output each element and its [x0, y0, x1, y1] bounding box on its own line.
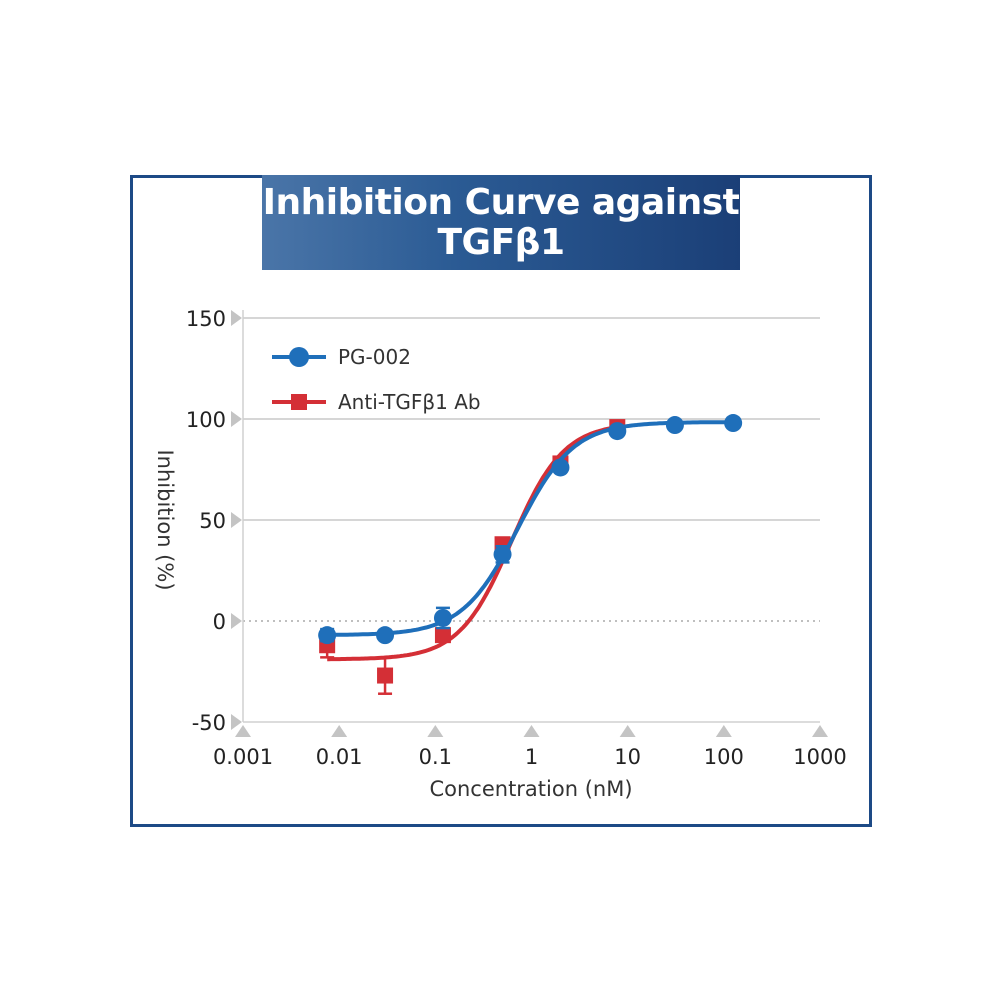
x-tick-arrow	[812, 725, 828, 737]
fit-curve	[327, 420, 734, 637]
x-tick-arrow	[619, 725, 636, 737]
grid-layer	[243, 317, 820, 622]
data-point	[434, 627, 451, 644]
legend-label: Anti-TGFβ1 Ab	[338, 390, 481, 414]
x-tick-arrow	[715, 725, 732, 737]
fit-curve	[327, 425, 618, 662]
y-tick-arrow	[231, 411, 242, 427]
data-point	[376, 626, 395, 645]
y-tick-label: 50	[199, 509, 226, 533]
data-point	[493, 545, 512, 564]
chart-title-line-2: TGFβ1	[437, 221, 565, 263]
chart-title-banner: Inhibition Curve against TGFβ1	[262, 175, 740, 270]
y-tick-label: 0	[213, 610, 226, 634]
y-axis-title: Inhibition (%)	[153, 449, 177, 590]
axis-layer: -50 0 50 100 150 0.001 0.01 0.1 1 10 100 1000	[186, 307, 847, 769]
x-tick-label: 1	[525, 745, 538, 769]
x-tick-arrow	[235, 725, 251, 737]
x-tick-label: 0.1	[419, 745, 452, 769]
chart-title-line-1: Inhibition Curve against	[262, 181, 740, 223]
y-tick-arrow	[231, 613, 242, 629]
y-tick-label: 100	[186, 408, 226, 432]
y-tick-arrow	[231, 714, 242, 730]
x-tick-label: 1000	[793, 745, 846, 769]
data-point	[377, 667, 394, 684]
series-layer	[318, 414, 743, 695]
legend-marker	[291, 394, 307, 410]
y-tick-arrow	[231, 512, 242, 528]
legend-item: Anti-TGFβ1 Ab	[272, 390, 481, 414]
x-tick-arrow	[523, 725, 540, 737]
data-point	[665, 416, 684, 435]
x-tick-label: 100	[704, 745, 744, 769]
legend-item: PG-002	[272, 345, 411, 369]
legend: PG-002 Anti-TGFβ1 Ab	[272, 345, 481, 414]
legend-label: PG-002	[338, 345, 411, 369]
data-point	[608, 422, 627, 441]
x-tick-label: 0.01	[316, 745, 363, 769]
y-tick-label: -50	[192, 711, 226, 735]
x-tick-label: 10	[614, 745, 641, 769]
x-tick-arrow	[427, 725, 444, 737]
y-tick-label: 150	[186, 307, 226, 331]
x-axis-title: Concentration (nM)	[429, 777, 632, 801]
x-tick-arrow	[331, 725, 348, 737]
data-point	[724, 414, 743, 433]
y-tick-arrow	[231, 310, 242, 326]
legend-marker	[289, 347, 309, 367]
data-point	[551, 458, 570, 477]
data-point	[433, 608, 452, 627]
x-tick-label: 0.001	[213, 745, 273, 769]
series-anti-tgfb1-ab	[319, 419, 626, 695]
series-pg-002	[318, 414, 743, 645]
data-point	[318, 626, 337, 645]
chart-frame	[130, 175, 872, 827]
